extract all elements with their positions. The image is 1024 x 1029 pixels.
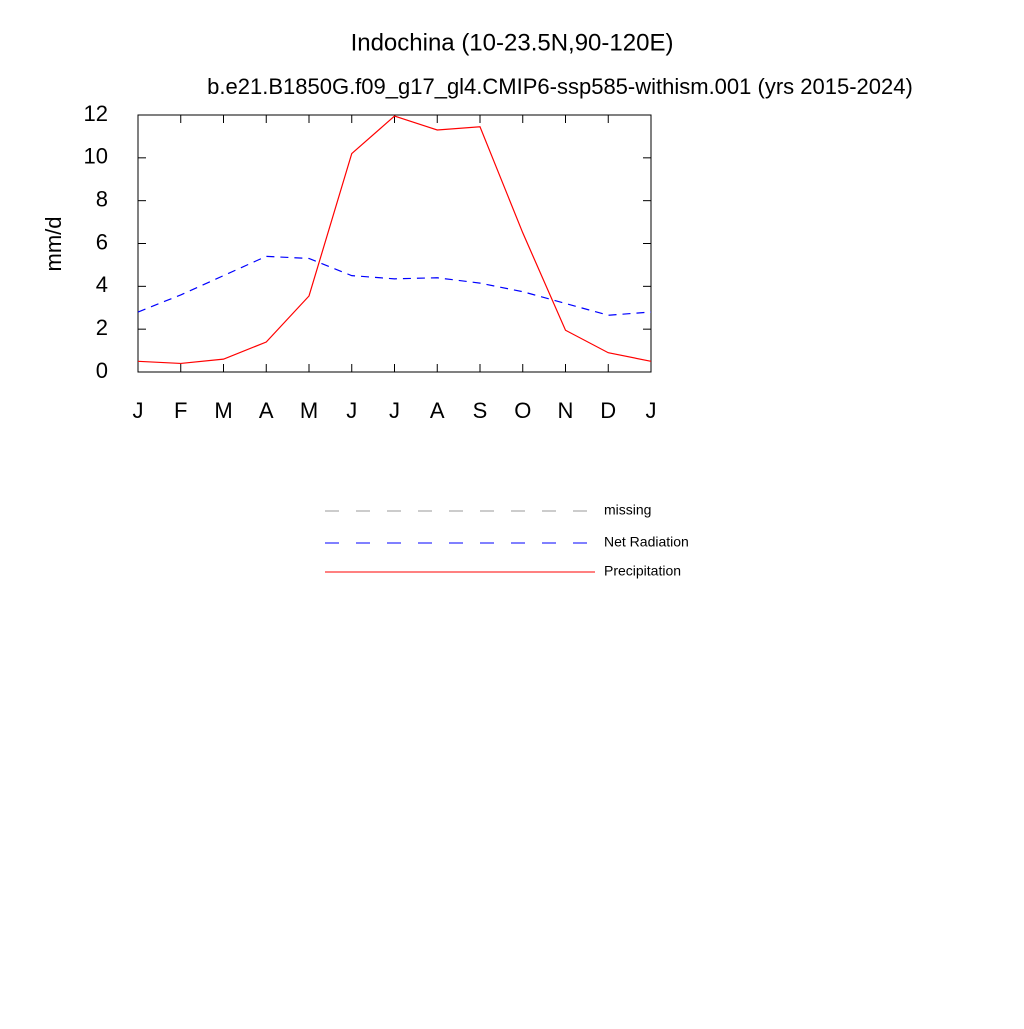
legend-label: Net Radiation xyxy=(604,534,689,550)
y-tick-label: 12 xyxy=(84,101,108,126)
x-tick-label: F xyxy=(174,398,187,423)
data-line xyxy=(137,115,652,365)
legend-label: Precipitation xyxy=(604,563,681,579)
x-tick-label: J xyxy=(133,398,144,423)
x-tick-label: J xyxy=(346,398,357,423)
y-axis-label: mm/d xyxy=(41,217,66,272)
x-tick-label: A xyxy=(430,398,445,423)
plot-frame xyxy=(137,114,652,373)
y-tick-label: 2 xyxy=(96,315,108,340)
y-tick-label: 4 xyxy=(96,272,108,297)
x-tick-label: O xyxy=(514,398,531,423)
data-line xyxy=(137,255,652,316)
x-tick-label: M xyxy=(214,398,232,423)
x-tick-label: J xyxy=(646,398,657,423)
x-tick-label: S xyxy=(473,398,488,423)
y-tick-label: 10 xyxy=(84,144,108,169)
y-tick-label: 6 xyxy=(96,229,108,254)
x-tick-label: M xyxy=(300,398,318,423)
x-tick-label: A xyxy=(259,398,274,423)
x-tick-label: N xyxy=(558,398,574,423)
y-tick-label: 8 xyxy=(96,186,108,211)
chart-subtitle: b.e21.B1850G.f09_g17_gl4.CMIP6-ssp585-wi… xyxy=(207,74,913,99)
chart-title: Indochina (10-23.5N,90-120E) xyxy=(351,29,674,56)
x-tick-label: J xyxy=(389,398,400,423)
legend-label: missing xyxy=(604,502,651,518)
y-tick-label: 0 xyxy=(96,358,108,383)
x-tick-label: D xyxy=(600,398,616,423)
